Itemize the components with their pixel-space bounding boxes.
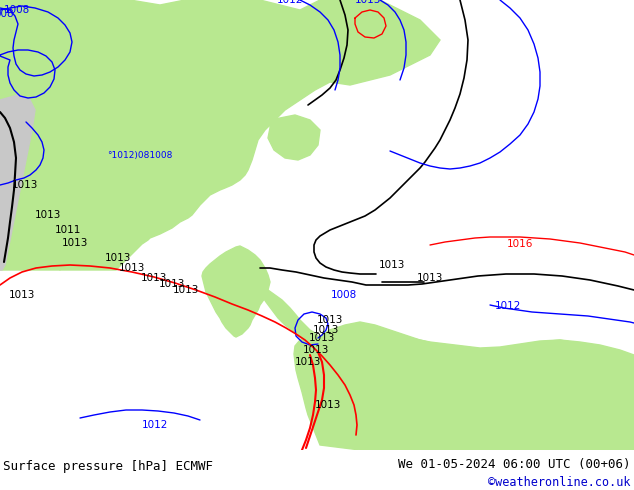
Polygon shape <box>202 246 270 337</box>
Text: 1013: 1013 <box>12 180 38 190</box>
Text: 1016: 1016 <box>507 239 533 249</box>
Text: 008: 008 <box>0 9 14 19</box>
Text: 1013: 1013 <box>158 279 185 289</box>
Polygon shape <box>0 0 440 270</box>
Text: Surface pressure [hPa] ECMWF: Surface pressure [hPa] ECMWF <box>3 460 213 472</box>
Text: 1013: 1013 <box>417 273 443 283</box>
Text: 1012: 1012 <box>142 420 168 430</box>
Polygon shape <box>262 290 320 342</box>
Text: 1008: 1008 <box>331 290 357 300</box>
Text: 1013: 1013 <box>9 290 36 300</box>
Text: We 01-05-2024 06:00 UTC (00+06): We 01-05-2024 06:00 UTC (00+06) <box>398 458 631 470</box>
Text: 1011: 1011 <box>55 225 81 235</box>
Text: 1013: 1013 <box>119 263 145 273</box>
Text: 1013: 1013 <box>295 357 321 367</box>
Text: 1013: 1013 <box>35 210 61 220</box>
Text: 1013: 1013 <box>378 260 405 270</box>
Text: 1013: 1013 <box>105 253 131 263</box>
Text: 1013: 1013 <box>303 345 329 355</box>
Polygon shape <box>268 115 320 160</box>
Text: 1013: 1013 <box>355 0 381 5</box>
Text: 1013: 1013 <box>173 285 199 295</box>
Text: 1012: 1012 <box>277 0 303 5</box>
Polygon shape <box>318 325 570 355</box>
Text: 1013: 1013 <box>141 273 167 283</box>
Text: 1013: 1013 <box>313 325 339 335</box>
Text: 1012: 1012 <box>495 301 521 311</box>
Text: 1013: 1013 <box>317 315 343 325</box>
Text: 1008: 1008 <box>4 5 30 15</box>
Text: 1013: 1013 <box>61 238 88 248</box>
Polygon shape <box>0 95 35 270</box>
Polygon shape <box>55 110 95 270</box>
Text: °1012)081008: °1012)081008 <box>107 150 172 160</box>
Text: 1013: 1013 <box>315 400 341 410</box>
Text: 1013: 1013 <box>309 333 335 343</box>
Polygon shape <box>294 322 634 450</box>
Text: ©weatheronline.co.uk: ©weatheronline.co.uk <box>488 476 631 490</box>
